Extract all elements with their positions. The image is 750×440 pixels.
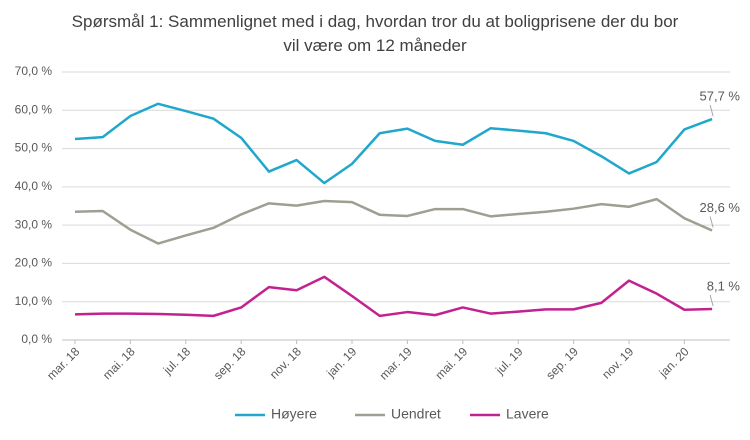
data-label: 57,7 % bbox=[700, 89, 741, 104]
y-tick-label: 50,0 % bbox=[15, 141, 53, 155]
x-tick-label: nov. 19 bbox=[599, 344, 636, 381]
x-tick-label: jul. 18 bbox=[160, 344, 193, 377]
x-tick-label: mai. 18 bbox=[100, 344, 138, 382]
x-tick-label: sep. 19 bbox=[543, 344, 581, 382]
x-tick-label: sep. 18 bbox=[211, 344, 249, 382]
data-label: 28,6 % bbox=[700, 200, 741, 215]
series-line bbox=[74, 197, 713, 245]
x-tick-label: jan. 20 bbox=[656, 344, 692, 380]
x-tick-label: nov. 18 bbox=[267, 344, 304, 381]
x-tick-label: mar. 19 bbox=[377, 344, 415, 382]
legend-label: Lavere bbox=[506, 406, 549, 422]
y-tick-label: 70,0 % bbox=[15, 64, 53, 78]
y-tick-label: 10,0 % bbox=[15, 294, 53, 308]
chart-title: Spørsmål 1: Sammenlignet med i dag, hvor… bbox=[71, 12, 679, 55]
y-tick-label: 0,0 % bbox=[21, 332, 52, 346]
y-tick-label: 60,0 % bbox=[15, 102, 53, 116]
label-leader bbox=[709, 294, 714, 307]
x-tick-label: mai. 19 bbox=[432, 344, 470, 382]
y-tick-label: 30,0 % bbox=[15, 217, 53, 231]
label-leader bbox=[709, 104, 714, 117]
data-label: 8,1 % bbox=[707, 278, 741, 293]
legend-label: Uendret bbox=[391, 406, 441, 422]
y-tick-label: 20,0 % bbox=[15, 256, 53, 270]
label-leader bbox=[709, 216, 714, 228]
legend-label: Høyere bbox=[271, 406, 317, 422]
x-tick-label: jul. 19 bbox=[492, 344, 525, 377]
y-tick-label: 40,0 % bbox=[15, 179, 53, 193]
x-tick-label: jan. 19 bbox=[323, 344, 359, 380]
series-line bbox=[74, 275, 713, 318]
series-line bbox=[74, 102, 713, 185]
x-tick-label: mar. 18 bbox=[44, 344, 82, 382]
